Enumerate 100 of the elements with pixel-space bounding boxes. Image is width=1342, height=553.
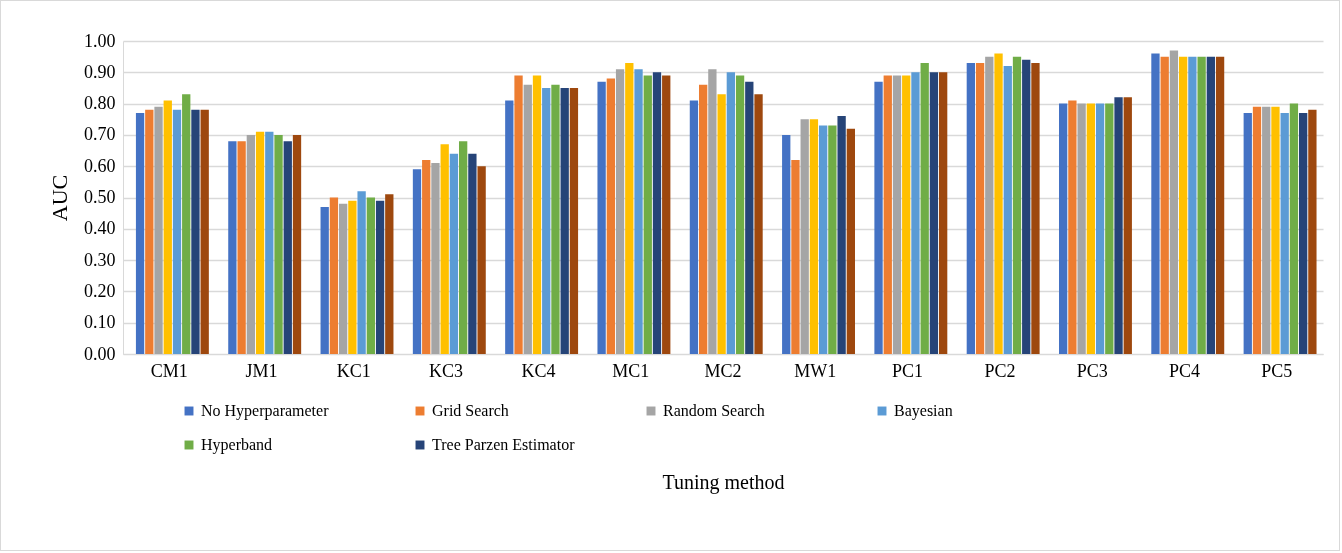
- bar: [597, 81, 606, 354]
- bar: [366, 197, 375, 354]
- bar: [412, 169, 422, 354]
- y-tick-label: 0.80: [84, 93, 116, 114]
- bar: [449, 153, 459, 354]
- bar: [1280, 112, 1289, 354]
- bar: [477, 166, 486, 354]
- y-tick-label: 0.20: [84, 280, 116, 301]
- bar: [459, 141, 468, 354]
- bar: [625, 62, 634, 354]
- bar: [837, 116, 846, 354]
- bar: [745, 81, 754, 354]
- legend-label: Random Search: [663, 402, 765, 419]
- bar: [440, 144, 449, 354]
- bar: [735, 75, 745, 354]
- bar: [265, 131, 274, 354]
- bar: [274, 134, 283, 354]
- bar: [1160, 56, 1169, 354]
- bar: [1271, 106, 1280, 354]
- legend-label: Hyperband: [201, 436, 273, 454]
- x-tick-label: PC2: [984, 360, 1016, 381]
- x-tick-label: PC4: [1169, 360, 1201, 381]
- bar: [228, 141, 237, 354]
- bar: [523, 84, 532, 354]
- bar: [606, 78, 615, 354]
- bar: [339, 203, 348, 354]
- x-tick-label: MC1: [612, 360, 650, 381]
- bar: [717, 94, 726, 354]
- bar: [975, 62, 985, 354]
- legend-label: No Hyperparameter: [201, 402, 330, 420]
- bar: [1188, 56, 1197, 354]
- x-tick-label: JM1: [245, 360, 278, 381]
- bar: [643, 75, 652, 354]
- x-tick-label: KC1: [336, 360, 371, 381]
- bar: [283, 141, 292, 354]
- bar: [708, 69, 717, 354]
- bar: [846, 128, 855, 354]
- bar: [560, 87, 569, 354]
- bar: [1105, 103, 1114, 354]
- bar: [1197, 56, 1206, 354]
- y-tick-label: 0.90: [84, 61, 116, 82]
- bar: [145, 109, 154, 354]
- legend-label: Tree Parzen Estimator: [432, 436, 576, 453]
- bar: [172, 109, 182, 354]
- bar: [911, 72, 920, 354]
- bar: [1003, 66, 1012, 354]
- bar: [329, 197, 339, 354]
- y-axis-title: AUC: [47, 174, 72, 222]
- bar: [431, 163, 440, 354]
- bar: [1308, 109, 1317, 354]
- bar: [569, 87, 579, 354]
- bar: [1243, 112, 1252, 354]
- x-tick-label: PC5: [1261, 360, 1293, 381]
- bar: [985, 56, 994, 354]
- bar: [505, 100, 514, 354]
- y-tick-label: 0.40: [84, 218, 116, 239]
- bar: [357, 191, 366, 354]
- bar: [800, 119, 809, 354]
- x-axis-title: Tuning method: [662, 470, 785, 494]
- bar: [348, 200, 357, 354]
- bar: [542, 87, 551, 354]
- bar: [892, 75, 902, 354]
- bar: [1022, 59, 1031, 354]
- bar: [1114, 97, 1123, 354]
- legend-label: Grid Search: [432, 402, 509, 419]
- x-tick-label: KC3: [429, 360, 464, 381]
- y-tick-label: 0.00: [84, 343, 116, 364]
- bar: [809, 119, 819, 354]
- bar: [514, 75, 523, 354]
- y-tick-label: 0.50: [84, 187, 116, 207]
- bar: [1206, 56, 1215, 354]
- bar: [1151, 53, 1160, 354]
- bar: [754, 94, 763, 354]
- x-tick-label: KC4: [521, 360, 556, 381]
- bar: [532, 75, 542, 354]
- bar: [551, 84, 560, 354]
- bar: [726, 72, 735, 354]
- bar: [375, 200, 385, 354]
- bar: [819, 125, 828, 354]
- bar: [1169, 50, 1179, 354]
- bar: [182, 94, 191, 354]
- bar: [902, 75, 911, 354]
- bar: [1215, 56, 1225, 354]
- bar: [652, 72, 662, 354]
- bar: [191, 109, 200, 354]
- bar: [994, 53, 1003, 354]
- bar: [1289, 103, 1299, 354]
- bar: [135, 112, 145, 354]
- y-tick-label: 1.00: [84, 30, 116, 51]
- bar: [163, 100, 172, 354]
- bar: [1012, 56, 1022, 354]
- bar: [1262, 106, 1271, 354]
- bar: [292, 134, 302, 354]
- bar: [920, 62, 929, 354]
- bar: [1059, 103, 1068, 354]
- y-tick-label: 0.70: [84, 124, 116, 145]
- y-tick-label: 0.10: [84, 312, 116, 333]
- bar: [615, 69, 625, 354]
- bar: [791, 159, 800, 354]
- x-tick-label: MW1: [794, 360, 837, 381]
